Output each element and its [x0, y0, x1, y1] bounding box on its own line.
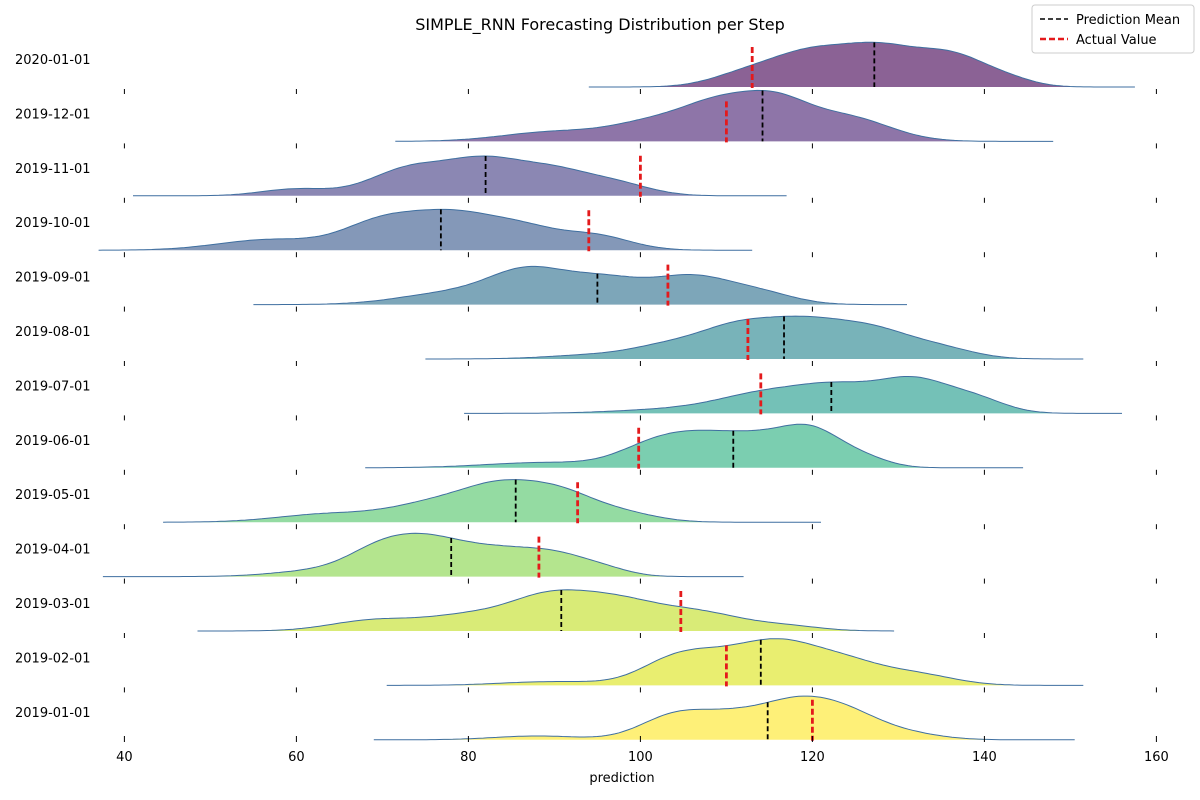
- row-label: 2019-07-01: [15, 379, 91, 394]
- density-area: [98, 209, 753, 251]
- row-label: 2019-11-01: [15, 162, 91, 177]
- density-area: [197, 589, 895, 631]
- density-outline: [373, 695, 1075, 741]
- density-outline: [197, 589, 895, 632]
- ridge-row-2019-11-01: 2019-11-01: [15, 155, 1157, 203]
- density-outline: [588, 41, 1135, 88]
- row-label: 2020-01-01: [15, 53, 91, 68]
- row-label: 2019-03-01: [15, 597, 91, 612]
- chart-title: SIMPLE_RNN Forecasting Distribution per …: [415, 15, 785, 35]
- ridge-row-2019-09-01: 2019-09-01: [15, 264, 1157, 312]
- legend-frame: [1031, 4, 1195, 54]
- density-area: [395, 90, 1054, 142]
- density-outline: [253, 265, 907, 306]
- density-outline: [386, 638, 1084, 686]
- ridge-row-2019-04-01: 2019-04-01: [15, 532, 1157, 584]
- x-tick-label: 140: [972, 750, 997, 765]
- legend: Prediction Mean Actual Value: [1031, 4, 1195, 54]
- density-outline: [163, 479, 821, 523]
- ridge-row-2019-03-01: 2019-03-01: [15, 589, 1157, 638]
- x-tick-label: 60: [288, 750, 305, 765]
- row-label: 2019-12-01: [15, 107, 91, 122]
- density-area: [133, 156, 787, 196]
- density-area: [365, 424, 1024, 468]
- x-tick-label: 40: [116, 750, 133, 765]
- density-area: [163, 479, 822, 523]
- row-label: 2019-05-01: [15, 488, 91, 503]
- row-label: 2019-09-01: [15, 271, 91, 286]
- density-area: [588, 42, 1135, 87]
- ridge-row-2019-12-01: 2019-12-01: [15, 89, 1157, 149]
- row-label: 2019-04-01: [15, 543, 91, 558]
- legend-label-prediction-mean: Prediction Mean: [1076, 13, 1180, 28]
- density-outline: [98, 208, 753, 251]
- legend-label-actual-value: Actual Value: [1076, 33, 1157, 48]
- density-outline: [365, 423, 1024, 469]
- x-axis-label: prediction: [589, 771, 654, 786]
- row-label: 2019-10-01: [15, 216, 91, 231]
- row-label: 2019-06-01: [15, 434, 91, 449]
- ridge-row-2019-10-01: 2019-10-01: [15, 208, 1157, 258]
- density-outline: [425, 315, 1084, 360]
- ridge-row-2019-07-01: 2019-07-01: [15, 373, 1157, 421]
- density-outline: [102, 532, 744, 578]
- density-area: [386, 638, 1084, 686]
- x-axis: 40 60 80 100 120 140 160: [116, 736, 1169, 765]
- density-area: [425, 316, 1084, 359]
- ridge-row-2019-08-01: 2019-08-01: [15, 315, 1157, 366]
- x-tick-label: 80: [460, 750, 477, 765]
- density-outline: [464, 376, 1122, 414]
- ridge-row-2019-01-01: 2019-01-01: [15, 695, 1075, 741]
- row-label: 2019-01-01: [15, 706, 91, 721]
- density-area: [373, 696, 1075, 740]
- ridge-row-2019-06-01: 2019-06-01: [15, 423, 1157, 475]
- ridge-row-2019-05-01: 2019-05-01: [15, 479, 1157, 530]
- ridge-row-2019-02-01: 2019-02-01: [15, 638, 1157, 693]
- x-tick-label: 160: [1144, 750, 1169, 765]
- density-outline: [133, 155, 787, 197]
- row-label: 2019-08-01: [15, 325, 91, 340]
- ridge-rows: 2020-01-01 2019-12-01 2019-11-01 2019-10-01…: [15, 41, 1157, 741]
- row-label: 2019-02-01: [15, 651, 91, 666]
- density-area: [464, 376, 1123, 414]
- x-tick-label: 100: [628, 750, 653, 765]
- x-tick-label: 120: [800, 750, 825, 765]
- density-outline: [395, 89, 1054, 142]
- ridge-row-2020-01-01: 2020-01-01: [15, 41, 1157, 94]
- density-area: [102, 533, 744, 577]
